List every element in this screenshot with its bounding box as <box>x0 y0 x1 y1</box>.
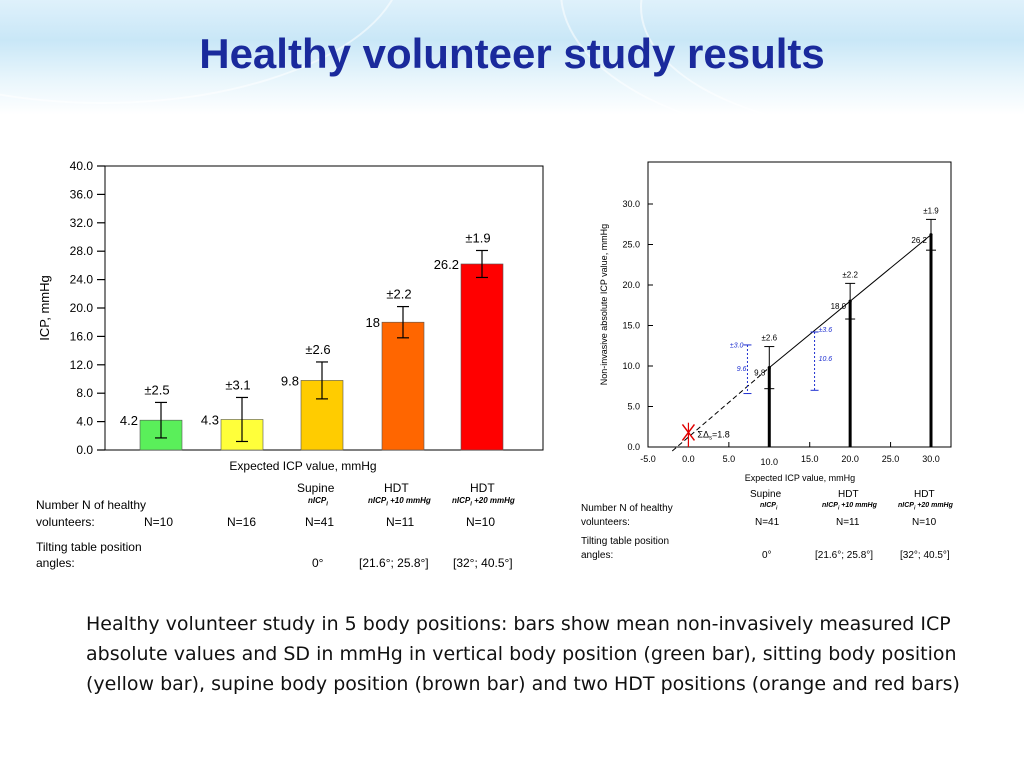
sd-label: ±2.6 <box>305 342 330 357</box>
count-cell: N=41 <box>305 515 335 529</box>
y-tick-label: 5.0 <box>627 402 640 412</box>
sd-label: ±2.5 <box>144 382 169 397</box>
blue-label: ±3.0 <box>730 342 744 349</box>
count-cell: N=10 <box>466 515 496 529</box>
row-label-count: Number N of healthy <box>581 503 673 514</box>
count-cell: N=41 <box>755 517 780 528</box>
sd-label: ±2.2 <box>842 270 858 279</box>
sd-label: ±2.6 <box>762 334 778 343</box>
bar <box>460 263 504 451</box>
y-tick-label: 15.0 <box>622 321 640 331</box>
x-axis-label: Expected ICP value, mmHg <box>229 459 376 473</box>
sigma-label: ΣΔs=1.8 <box>697 429 729 441</box>
value-label: 18 <box>366 315 380 330</box>
point-label: 18.0 <box>831 302 847 311</box>
value-label: 4.3 <box>201 412 219 427</box>
x-tick-label: 30.0 <box>922 454 940 464</box>
data-point <box>767 366 771 370</box>
data-point <box>848 299 852 303</box>
y-tick-label: 28.0 <box>70 244 94 258</box>
blue-label: 10.6 <box>819 356 833 363</box>
bar <box>381 321 425 451</box>
data-point <box>929 233 933 237</box>
count-cell: N=10 <box>912 517 937 528</box>
column-subheader: nICPi <box>308 496 328 508</box>
y-tick-label: 40.0 <box>70 159 94 173</box>
y-tick-label: 20.0 <box>622 280 640 290</box>
y-tick-label: 30.0 <box>622 199 640 209</box>
y-tick-label: 0.0 <box>76 443 93 457</box>
plot-frame <box>647 161 952 448</box>
x-tick-label: 5.0 <box>723 454 736 464</box>
angle-cell: [32°; 40.5°] <box>453 556 513 570</box>
column-subheader: nICPi +20 mmHg <box>898 502 953 512</box>
row-label-count: Number N of healthy <box>36 498 147 512</box>
sd-label: ±2.2 <box>386 287 411 302</box>
sd-label: ±3.1 <box>225 377 250 392</box>
blue-label: ±3.6 <box>819 327 833 334</box>
trend-line-dashed <box>671 367 770 452</box>
header-band <box>0 0 1024 115</box>
x-axis-label: Expected ICP value, mmHg <box>745 473 855 483</box>
slide-title: Healthy volunteer study results <box>199 30 825 77</box>
angle-cell: [21.6°; 25.8°] <box>815 550 874 561</box>
row-label-angles-2: angles: <box>36 556 75 570</box>
y-axis-label: Non-invasive absolute ICP value, mmHg <box>599 224 609 385</box>
x-tick-label: -5.0 <box>640 454 656 464</box>
column-header: HDT <box>914 489 935 500</box>
angle-cell: 0° <box>312 556 324 570</box>
x-tick-label: 15.0 <box>801 454 819 464</box>
column-header: HDT <box>838 489 859 500</box>
angle-cell: [32°; 40.5°] <box>900 550 950 561</box>
value-label: 4.2 <box>120 413 138 428</box>
y-tick-label: 24.0 <box>70 273 94 287</box>
count-cell: N=11 <box>386 515 415 529</box>
angle-cell: [21.6°; 25.8°] <box>359 556 429 570</box>
point-label: 9.8 <box>754 369 766 378</box>
count-cell: N=11 <box>836 517 860 528</box>
row-label-count-2: volunteers: <box>581 517 630 528</box>
row-label-count-2: volunteers: <box>36 515 95 529</box>
y-tick-label: 10.0 <box>622 361 640 371</box>
column-header: HDT <box>470 481 495 495</box>
sd-label: ±1.9 <box>465 230 490 245</box>
x-tick-label: 20.0 <box>841 454 859 464</box>
value-label: 9.8 <box>281 373 299 388</box>
y-tick-label: 20.0 <box>70 301 94 315</box>
value-label: 26.2 <box>434 257 459 272</box>
column-subheader: nICPi +10 mmHg <box>368 496 431 508</box>
column-header: Supine <box>297 481 335 495</box>
column-subheader: nICPi <box>760 502 778 512</box>
x-tick-label: 25.0 <box>882 454 900 464</box>
y-tick-label: 36.0 <box>70 187 94 201</box>
column-subheader: nICPi +10 mmHg <box>822 502 877 512</box>
y-tick-label: 32.0 <box>70 216 94 230</box>
row-label-angles: Tilting table position <box>581 536 670 547</box>
y-tick-label: 25.0 <box>622 240 640 250</box>
x-tick-label: 10.0 <box>761 457 779 467</box>
point-label: 26.2 <box>911 236 927 245</box>
y-tick-label: 4.0 <box>76 415 93 429</box>
y-tick-label: 0.0 <box>627 442 640 452</box>
blue-label: 9.6 <box>737 366 747 373</box>
column-subheader: nICPi +20 mmHg <box>452 496 515 508</box>
y-tick-label: 12.0 <box>70 358 94 372</box>
count-cell: N=16 <box>227 515 257 529</box>
column-header: HDT <box>384 481 409 495</box>
column-header: Supine <box>750 489 782 500</box>
y-tick-label: 16.0 <box>70 329 94 343</box>
x-tick-label: 0.0 <box>682 454 695 464</box>
row-label-angles-2: angles: <box>581 550 614 561</box>
count-cell: N=10 <box>144 515 174 529</box>
angle-cell: 0° <box>762 550 772 561</box>
y-tick-label: 8.0 <box>76 386 93 400</box>
y-axis-label: ICP, mmHg <box>37 275 52 341</box>
row-label-angles: Tilting table position <box>36 540 142 554</box>
caption: Healthy volunteer study in 5 body positi… <box>86 613 960 695</box>
sd-label: ±1.9 <box>923 206 939 215</box>
